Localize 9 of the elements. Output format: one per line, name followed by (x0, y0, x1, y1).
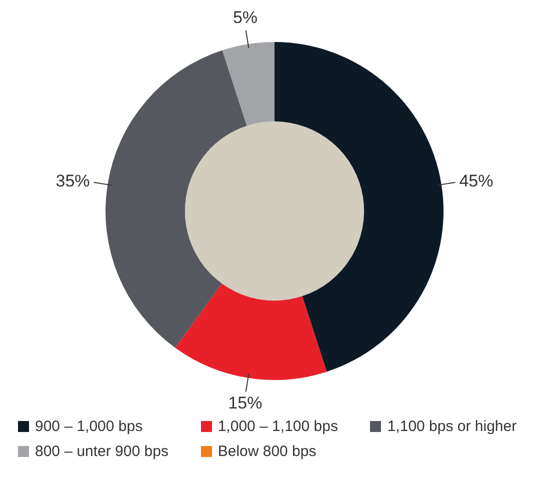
data-label: 5% (232, 8, 258, 28)
legend-label: 900 – 1,000 bps (35, 418, 143, 435)
legend-label: Below 800 bps (218, 443, 316, 460)
legend-label: 800 – unter 900 bps (35, 443, 168, 460)
legend-label: 1,000 – 1,100 bps (218, 418, 338, 435)
data-label: 35% (56, 171, 90, 190)
data-label: 45% (459, 171, 494, 190)
data-label: 15% (228, 393, 262, 412)
legend-label: 1,100 bps or higher (387, 418, 517, 435)
